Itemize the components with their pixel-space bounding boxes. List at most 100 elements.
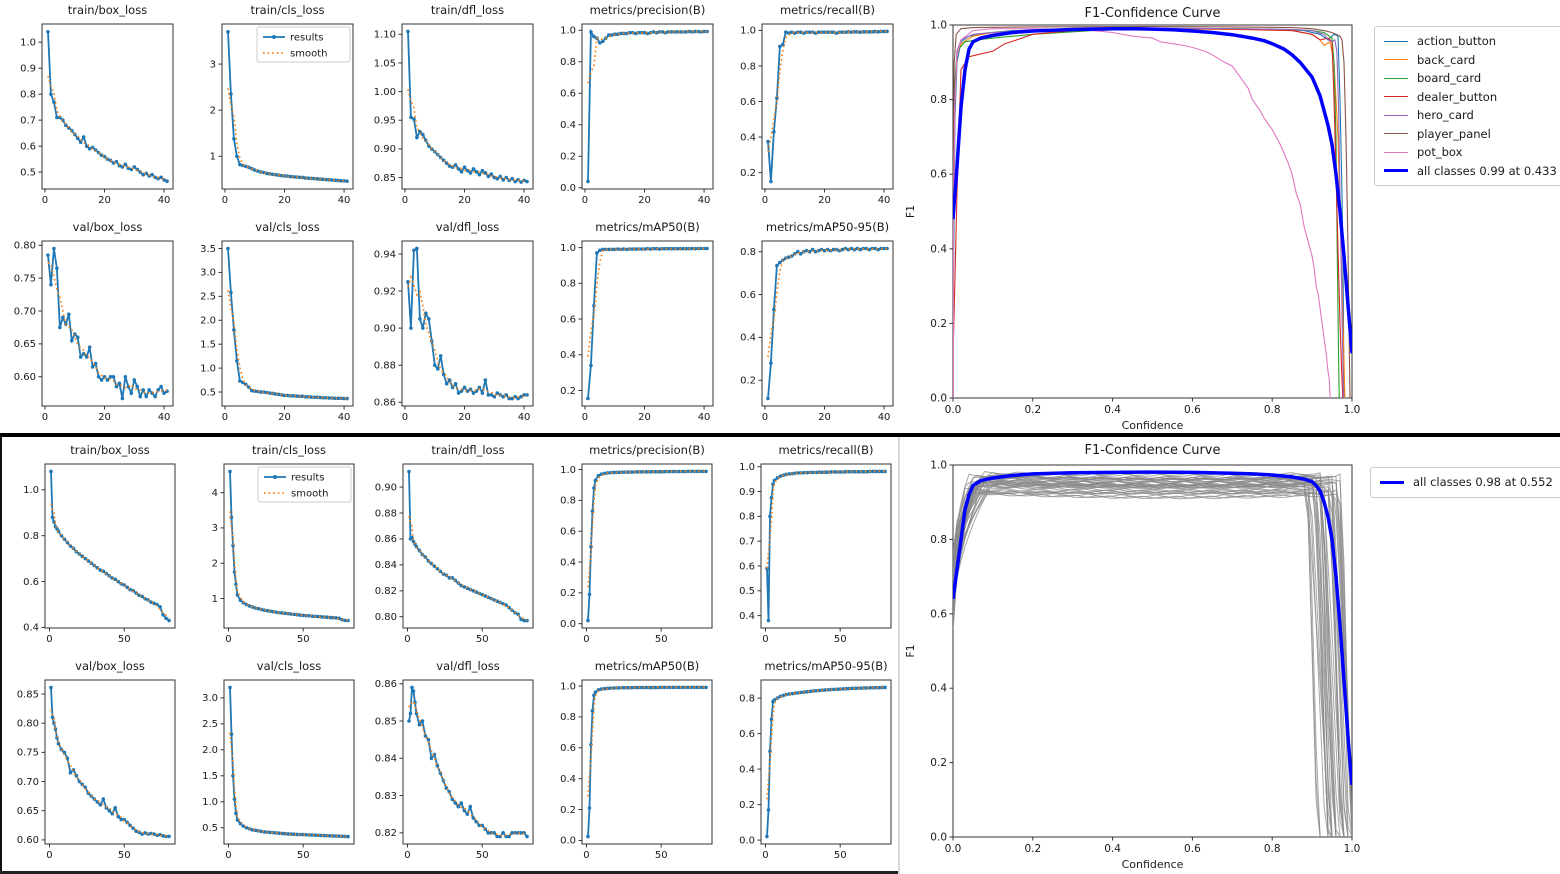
top-f1-panel: F1-Confidence Curve 0.0 0.2 0.4 0.6 0.8 1.0 0.0… <box>900 0 1560 433</box>
bottom-panel-bottom-border <box>0 871 900 874</box>
plot-title: metrics/mAP50-95(B) <box>764 659 887 673</box>
cell-metrics-recall-b-: metrics/recall(B) 0 20 40 0.2 0.4 0.6 0.8 1.0 <box>720 0 900 216</box>
svg-text:0.84: 0.84 <box>375 753 397 764</box>
svg-text:0.84: 0.84 <box>375 560 397 571</box>
smooth-line <box>50 708 170 837</box>
legend-swatch <box>1384 96 1408 98</box>
cell-train-box-loss: train/box_loss 0 50 0.4 0.6 0.8 1.0 <box>3 440 182 655</box>
svg-text:0.6: 0.6 <box>740 97 756 108</box>
svg-text:1.0: 1.0 <box>20 37 36 48</box>
svg-text:0: 0 <box>42 195 48 206</box>
legend-label: back_card <box>1417 52 1476 67</box>
svg-text:0.6: 0.6 <box>560 527 576 538</box>
cell-val-cls-loss: val/cls_loss 0 20 40 0.5 1.0 1.5 2.0 2.5 3.0 3.5 <box>180 217 360 433</box>
svg-text:50: 50 <box>118 850 131 861</box>
svg-text:0.82: 0.82 <box>375 828 397 839</box>
results-line <box>587 28 707 182</box>
svg-text:0.8: 0.8 <box>930 534 947 546</box>
cell-val-cls-loss: val/cls_loss 0 50 0.5 1.0 1.5 2.0 2.5 3.0 <box>182 656 361 871</box>
svg-text:0.6: 0.6 <box>23 577 39 588</box>
svg-text:0.8: 0.8 <box>740 247 756 258</box>
svg-text:50: 50 <box>297 634 310 645</box>
plot-metrics-map50-95-b-: metrics/mAP50-95(B) 0 20 40 0.2 0.4 0.6 0.8 <box>740 220 894 423</box>
svg-text:0: 0 <box>402 412 408 423</box>
f1-xlabel: Confidence <box>1122 419 1184 432</box>
svg-text:40: 40 <box>698 412 711 423</box>
svg-text:0: 0 <box>404 850 410 861</box>
cell-metrics-map50-95-b-: metrics/mAP50-95(B) 0 50 0.0 0.2 0.4 0.6 0.8 <box>719 656 898 871</box>
svg-text:0.88: 0.88 <box>375 508 397 519</box>
svg-text:20: 20 <box>818 195 831 206</box>
svg-text:0: 0 <box>225 850 231 861</box>
svg-text:0.92: 0.92 <box>374 286 396 297</box>
legend-swatch <box>1384 59 1408 61</box>
f1-title: F1-Confidence Curve <box>1084 443 1220 458</box>
svg-text:0: 0 <box>222 195 228 206</box>
plot-title: train/cls_loss <box>250 3 324 17</box>
smooth-line <box>227 289 347 399</box>
svg-text:0.4: 0.4 <box>23 623 39 634</box>
plot-title: train/box_loss <box>70 443 149 457</box>
f1-curve-player_panel <box>953 25 1351 398</box>
svg-text:0.85: 0.85 <box>375 716 397 727</box>
svg-text:1.10: 1.10 <box>374 30 396 41</box>
results-line <box>227 247 347 399</box>
svg-text:0.6: 0.6 <box>560 314 576 325</box>
legend-swatch <box>1384 77 1408 79</box>
svg-text:0.4: 0.4 <box>560 350 576 361</box>
svg-text:1.0: 1.0 <box>560 26 576 37</box>
svg-text:3.5: 3.5 <box>200 243 216 254</box>
svg-text:40: 40 <box>338 195 351 206</box>
svg-text:0.88: 0.88 <box>374 360 396 371</box>
plot-title: metrics/precision(B) <box>590 3 706 17</box>
svg-text:0.5: 0.5 <box>202 823 218 834</box>
svg-text:0.2: 0.2 <box>930 318 947 330</box>
svg-text:1.0: 1.0 <box>930 20 947 32</box>
plot-title: train/box_loss <box>68 3 147 17</box>
plot-val-cls-loss: val/cls_loss 0 50 0.5 1.0 1.5 2.0 2.5 3.0 <box>202 659 355 861</box>
svg-text:20: 20 <box>638 195 651 206</box>
svg-text:0.2: 0.2 <box>560 385 576 396</box>
f1-title: F1-Confidence Curve <box>1084 6 1220 21</box>
top-results-grid: train/box_loss 0 20 40 0.5 0.6 0.7 0.8 0.9 1.0 tra… <box>0 0 900 433</box>
plot-title: train/cls_loss <box>252 443 326 457</box>
svg-text:20: 20 <box>458 195 471 206</box>
plot-train-dfl-loss: train/dfl_loss 0 20 40 0.85 0.90 0.95 1.00 1.05 1… <box>374 3 534 206</box>
svg-text:0.9: 0.9 <box>20 63 36 74</box>
svg-text:50: 50 <box>476 850 489 861</box>
svg-text:1: 1 <box>212 594 218 605</box>
svg-text:0.4: 0.4 <box>930 683 947 695</box>
svg-text:0.2: 0.2 <box>560 588 576 599</box>
svg-text:2.5: 2.5 <box>200 291 216 302</box>
plot-metrics-precision-b-: metrics/precision(B) 0 50 0.0 0.2 0.4 0.6 0.8 1.… <box>560 443 713 645</box>
f1-ylabel: F1 <box>904 205 917 218</box>
cell-metrics-precision-b-: metrics/precision(B) 0 20 40 0.0 0.2 0.4 0.6 0.8… <box>540 0 720 216</box>
smooth-line <box>766 686 885 799</box>
svg-text:0.7: 0.7 <box>20 115 36 126</box>
svg-text:40: 40 <box>338 412 351 423</box>
smooth-line <box>229 511 349 622</box>
results-line <box>587 247 707 399</box>
legend-item-pot-box: pot_box <box>1384 143 1557 162</box>
svg-text:0.85: 0.85 <box>374 173 396 184</box>
svg-text:0.8: 0.8 <box>1264 404 1281 416</box>
svg-text:40: 40 <box>518 195 531 206</box>
plot-train-dfl-loss: train/dfl_loss 0 50 0.80 0.82 0.84 0.86 0.88 0.9… <box>375 443 534 645</box>
smooth-line <box>407 274 528 399</box>
svg-text:0.5: 0.5 <box>200 387 216 398</box>
bottom-panel-left-border <box>0 437 2 874</box>
svg-text:0: 0 <box>583 850 589 861</box>
svg-text:40: 40 <box>878 195 891 206</box>
smooth-line <box>587 30 708 84</box>
svg-text:0: 0 <box>225 634 231 645</box>
svg-text:0.0: 0.0 <box>560 835 576 846</box>
smooth-line <box>47 261 168 394</box>
plot-title: metrics/mAP50(B) <box>595 659 699 673</box>
svg-text:0.8: 0.8 <box>739 512 755 523</box>
plot-title: val/dfl_loss <box>436 220 499 234</box>
svg-text:1: 1 <box>210 152 216 163</box>
smooth-line <box>587 247 707 357</box>
svg-text:0.86: 0.86 <box>375 534 397 545</box>
plot-train-cls-loss: train/cls_loss 0 20 40 1 2 3 results smooth <box>210 3 354 206</box>
cell-val-box-loss: val/box_loss 0 50 0.60 0.65 0.70 0.75 0.80 0.85 <box>3 656 182 871</box>
